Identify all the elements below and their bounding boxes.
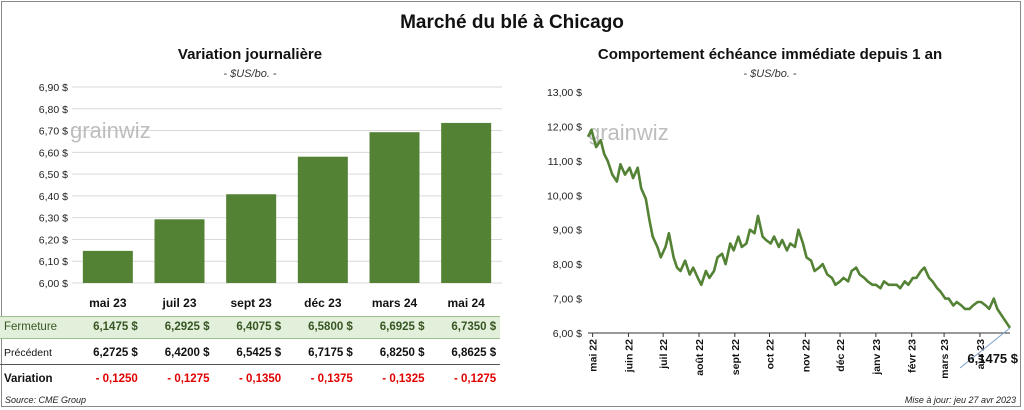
change-cell: - 0,1325 [382, 373, 425, 385]
bar-y-tick-label: 6,40 $ [39, 191, 68, 203]
line-y-tick-label: 11,00 $ [548, 156, 582, 168]
line-y-tick-label: 13,00 $ [547, 87, 582, 99]
change-row: Variation - 0,1250 - 0,1275 - 0,1350 - 0,13… [0, 369, 500, 390]
previous-cell: 6,2725 $ [93, 347, 138, 359]
line-x-tick-label: janv 23 [871, 339, 883, 376]
bar [154, 219, 205, 283]
right-chart-title: Comportement échéance immédiate depuis 1… [597, 46, 943, 63]
change-cell: - 0,1275 [453, 373, 497, 385]
bar-y-tick-label: 6,90 $ [39, 82, 68, 94]
change-cell: - 0,1375 [310, 373, 353, 385]
line-x-tick-label: oct 22 [765, 339, 777, 370]
previous-cell: 6,4200 $ [164, 347, 210, 359]
close-cell: 6,4075 $ [236, 321, 282, 333]
bar-x-tick-label: mai 24 [447, 296, 485, 310]
left-chart-title: Variation journalière [177, 46, 323, 63]
change-cell: - 0,1250 [95, 373, 138, 385]
previous-cell: 6,8250 $ [379, 347, 425, 359]
bar-x-tick-label: mai 23 [89, 296, 127, 310]
previous-cell: 6,5425 $ [236, 347, 282, 359]
main-title: Marché du blé à Chicago [400, 12, 624, 33]
bar-x-tick-label: sept 23 [230, 296, 272, 310]
line-x-tick-label: avr 23 [975, 339, 987, 370]
bar-y-tick-label: 6,80 $ [39, 104, 68, 116]
bar-y-tick-label: 6,70 $ [39, 126, 68, 138]
previous-cell: 6,8625 $ [451, 347, 497, 359]
last-value-label: 6,1475 $ [967, 351, 1018, 366]
bar-x-tick-label: juil 23 [161, 296, 196, 310]
line-y-tick-label: 6,00 $ [553, 328, 582, 340]
bar-chart: 6,00 $ 6,10 $ 6,20 $ 6,30 $ 6,40 $ 6,50 $ 6,60… [39, 82, 502, 310]
line-x-tick-label: nov 22 [800, 339, 812, 372]
line-y-tick-label: 8,00 $ [553, 259, 582, 271]
line-x-tick-label: juil 22 [658, 339, 670, 370]
close-cell: 6,2925 $ [164, 321, 210, 333]
data-table: Fermeture 6,1475 $ 6,2925 $ 6,4075 $ 6,5800… [0, 0, 512, 395]
bar-y-tick-label: 6,50 $ [39, 169, 68, 181]
close-cell: 6,7350 $ [451, 321, 497, 333]
bar-x-tick-label: mars 24 [372, 296, 418, 310]
bar-y-tick-label: 6,30 $ [39, 213, 68, 225]
previous-cell: 6,7175 $ [308, 347, 353, 359]
line-x-tick-label: mars 23 [939, 339, 951, 379]
line-x-tick-label: août 22 [694, 339, 706, 376]
line-x-tick-label: mai 22 [588, 339, 600, 372]
bar-y-tick-label: 6,10 $ [39, 256, 68, 268]
close-cell: 6,5800 $ [308, 321, 353, 333]
close-row: Fermeture 6,1475 $ 6,2925 $ 6,4075 $ 6,5800… [0, 316, 500, 339]
source-note: Source: CME Group [5, 395, 87, 405]
close-cell: 6,1475 $ [93, 321, 138, 333]
line-y-tick-label: 10,00 $ [547, 190, 582, 202]
change-cell: - 0,1350 [238, 373, 282, 385]
line-y-tick-label: 12,00 $ [547, 121, 582, 133]
change-cell: - 0,1275 [167, 373, 210, 385]
line-y-tick-label: 9,00 $ [553, 225, 582, 237]
left-chart-unit: - $US/bo. - [223, 68, 277, 80]
previous-row-label: Précédent [4, 347, 52, 359]
bar-y-tick-label: 6,20 $ [39, 234, 68, 246]
right-chart-unit: - $US/bo. - [743, 68, 797, 80]
bar-x-tick-label: déc 23 [304, 296, 342, 310]
line-x-tick-label: juin 22 [623, 339, 635, 373]
left-watermark: grainwiz [70, 118, 151, 143]
close-row-label: Fermeture [4, 321, 58, 333]
bar [82, 250, 133, 283]
bar-y-tick-label: 6,60 $ [39, 147, 68, 159]
line-x-tick-label: déc 22 [835, 339, 847, 372]
last-value-leader [959, 327, 1011, 369]
line-x-tick-label: févr 23 [907, 339, 919, 373]
bar [226, 194, 277, 283]
line-chart: 6,00 $ 7,00 $ 8,00 $ 9,00 $ 10,00 $ 11,00 $ 12… [547, 87, 1019, 379]
bar [369, 132, 420, 283]
bar [297, 156, 348, 283]
bar-y-tick-label: 6,00 $ [39, 278, 68, 290]
line-y-tick-label: 7,00 $ [553, 294, 582, 306]
bar [441, 122, 492, 283]
update-note: Mise à jour: jeu 27 avr 2023 [904, 395, 1016, 405]
line-x-tick-label: sept 22 [730, 339, 742, 375]
price-series-line [586, 128, 1012, 329]
previous-row: Précédent 6,2725 $ 6,4200 $ 6,5425 $ 6,7175… [0, 343, 500, 365]
close-cell: 6,6925 $ [379, 321, 425, 333]
change-row-label: Variation [4, 373, 53, 385]
